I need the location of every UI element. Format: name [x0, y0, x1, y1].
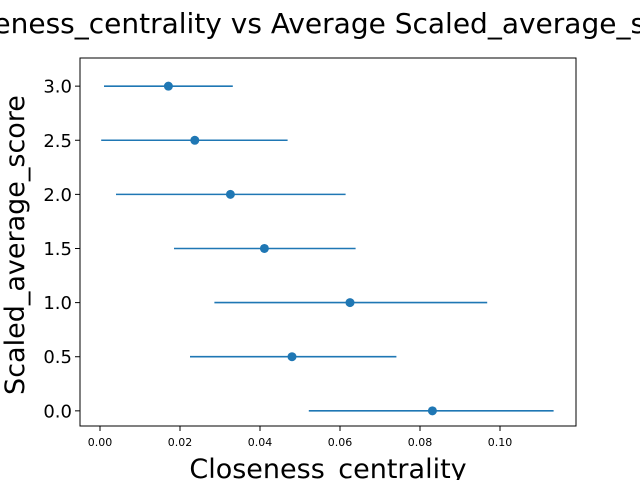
x-tick-label: 0.02 — [168, 436, 193, 449]
y-tick-label: 1.5 — [43, 239, 72, 260]
data-point — [287, 352, 297, 362]
x-tick-label: 0.06 — [328, 436, 353, 449]
data-point — [225, 189, 235, 199]
y-axis: 0.0 0.5 1.0 1.5 2.0 2.5 3.0 — [43, 77, 80, 422]
y-tick-label: 0.5 — [43, 347, 72, 368]
data-point — [259, 243, 269, 253]
data-point — [345, 298, 355, 308]
x-tick-label: 0.10 — [488, 436, 513, 449]
y-tick-label: 1.0 — [43, 293, 72, 314]
y-tick-label: 2.5 — [43, 131, 72, 152]
x-tick-label: 0.00 — [88, 436, 113, 449]
x-axis-label: Closeness_centrality — [189, 454, 466, 480]
y-tick-label: 2.0 — [43, 185, 72, 206]
x-tick-label: 0.04 — [248, 436, 273, 449]
y-tick-label: 0.0 — [43, 401, 72, 422]
plot-frame — [79, 57, 577, 427]
y-tick-label: 3.0 — [43, 77, 72, 98]
plot-marks — [101, 81, 554, 416]
chart-title: Closeness_centrality vs Average Scaled_a… — [0, 7, 640, 40]
data-point — [163, 81, 173, 91]
data-point — [190, 135, 200, 145]
data-point — [427, 406, 437, 416]
y-axis-label: Scaled_average_score — [0, 95, 31, 395]
x-axis: 0.00 0.02 0.04 0.06 0.08 0.10 — [88, 426, 513, 449]
x-tick-label: 0.08 — [408, 436, 433, 449]
